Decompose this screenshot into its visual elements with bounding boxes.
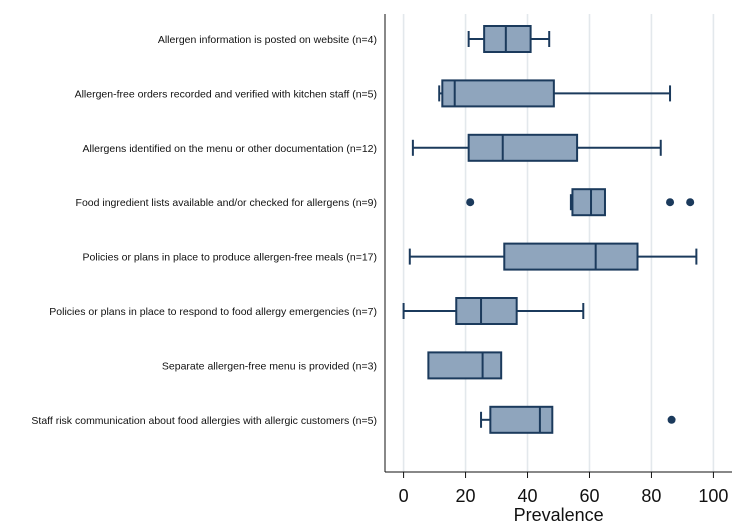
iqr-box — [467, 133, 579, 162]
x-tick-label: 100 — [698, 486, 728, 506]
outlier-point — [666, 198, 675, 207]
iqr-box — [571, 188, 606, 217]
box-group — [480, 405, 676, 434]
axes: 0 20 40 60 80 100 — [384, 14, 732, 506]
iqr-box — [483, 25, 532, 53]
x-tick-label: 0 — [399, 486, 409, 506]
iqr-box — [503, 242, 639, 271]
box-group — [438, 79, 672, 108]
x-tick-label: 80 — [641, 486, 661, 506]
category-label: Food ingredient lists available and/or c… — [76, 197, 377, 209]
box-group — [466, 188, 695, 217]
outlier-point — [466, 198, 475, 207]
box-group — [402, 297, 585, 325]
box-group — [408, 242, 698, 271]
outlier-point — [667, 415, 676, 424]
iqr-box — [455, 297, 518, 325]
iqr-box — [427, 351, 503, 380]
outlier-point — [686, 198, 695, 207]
category-label: Policies or plans in place to produce al… — [83, 252, 377, 264]
x-tick-label: 20 — [456, 486, 476, 506]
category-label: Staff risk communication about food alle… — [31, 415, 377, 427]
category-label: Allergen information is posted on websit… — [158, 34, 377, 46]
x-axis-title: Prevalence — [514, 505, 604, 525]
category-label: Allergens identified on the menu or othe… — [83, 143, 377, 155]
category-labels: Allergen information is posted on websit… — [31, 34, 377, 427]
x-tick-label: 60 — [579, 486, 599, 506]
box-group — [411, 133, 662, 162]
iqr-box — [489, 405, 554, 434]
category-label: Allergen-free orders recorded and verifi… — [75, 88, 377, 100]
iqr-box — [441, 79, 555, 108]
category-label: Separate allergen-free menu is provided … — [162, 360, 377, 372]
box-group — [427, 351, 503, 380]
boxes — [402, 25, 698, 434]
box-group — [467, 25, 551, 53]
category-label: Policies or plans in place to respond to… — [49, 306, 377, 318]
x-tick-label: 40 — [518, 486, 538, 506]
